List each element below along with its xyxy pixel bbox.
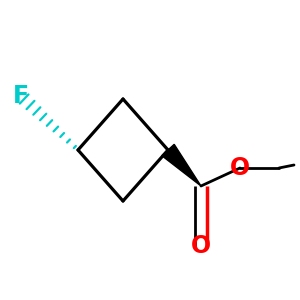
Text: O: O <box>191 234 211 258</box>
Text: O: O <box>230 156 250 180</box>
Text: F: F <box>13 84 29 108</box>
Polygon shape <box>162 144 201 186</box>
